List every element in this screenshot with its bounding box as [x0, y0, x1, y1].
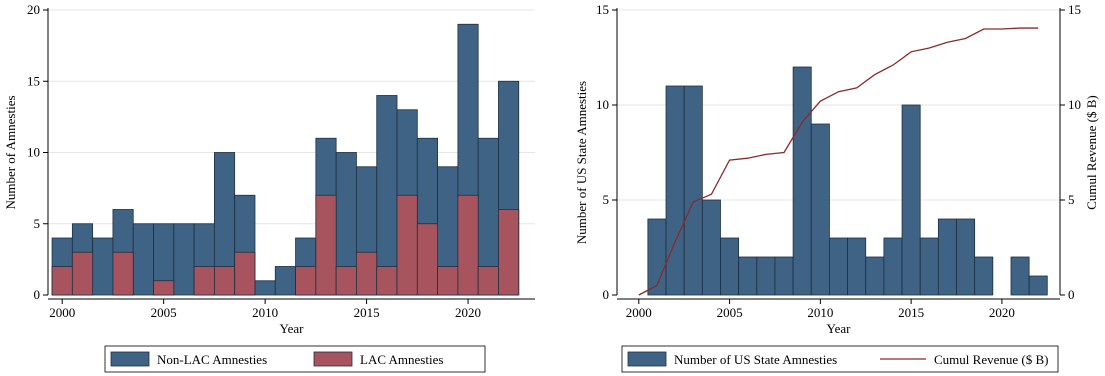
- legend-label-us-state: Number of US State Amnesties: [674, 352, 837, 367]
- y-tick-label-5: 5: [34, 216, 41, 231]
- bar-lac-2013: [315, 194, 337, 296]
- x-tick-label-right-chart-2000: 2000: [626, 305, 652, 320]
- x-tick-label-right-chart-2010: 2010: [807, 305, 833, 320]
- bar-us-state-2005: [720, 237, 740, 296]
- bar-lac-2012: [295, 266, 317, 296]
- legend-box: [104, 345, 486, 373]
- bar-non-lac-2006: [173, 223, 195, 296]
- bar-us-state-2016: [919, 237, 939, 296]
- bar-non-lac-2002: [92, 237, 114, 296]
- y-tick-label-10: 10: [27, 145, 40, 160]
- y2-tick-label-0: 0: [1068, 287, 1075, 302]
- bar-non-lac-2004: [132, 223, 154, 296]
- bar-lac-2020: [457, 194, 479, 296]
- bar-us-state-2011: [829, 237, 848, 296]
- legend-swatch-lac: [313, 351, 353, 367]
- legend-label-lac: LAC Amnesties: [360, 352, 443, 367]
- legend-box-right-chart: [621, 345, 1059, 373]
- bar-us-state-2019: [974, 256, 994, 296]
- line-cumul-revenue: [638, 27, 1039, 296]
- bar-lac-2021: [477, 266, 499, 296]
- y-tick-label-right-chart-15: 15: [596, 2, 609, 17]
- y-axis-label: Number of Amnesties: [3, 95, 18, 209]
- bar-lac-2017: [396, 194, 418, 296]
- y-tick-label-right-chart-10: 10: [596, 97, 609, 112]
- x-tick-label-2020: 2020: [455, 305, 481, 320]
- bar-lac-2014: [335, 266, 357, 296]
- x-tick-label-2000: 2000: [49, 305, 75, 320]
- y-tick-label-right-chart-0: 0: [603, 287, 610, 302]
- bar-us-state-2021: [1010, 256, 1030, 296]
- bar-lac-2019: [437, 266, 459, 296]
- bar-non-lac-2011: [274, 266, 296, 296]
- bar-us-state-2002: [665, 85, 685, 296]
- y-axis-label-right-chart: Number of US State Amnesties: [574, 81, 589, 244]
- x-tick-label-2005: 2005: [151, 305, 177, 320]
- bar-us-state-2006: [738, 256, 758, 296]
- bar-us-state-2017: [937, 218, 957, 296]
- y2-tick-label-15: 15: [1068, 2, 1081, 17]
- bar-lac-2008: [213, 266, 236, 296]
- y-tick-label-20: 20: [27, 2, 40, 17]
- chart-left: 0 5 10 15 20 2000 2005 2010 2015 2020 Year Number o…: [3, 2, 535, 373]
- x-tick-label-right-chart-2005: 2005: [717, 305, 743, 320]
- bar-non-lac-2016: [376, 95, 398, 296]
- x-axis-label-right-chart: Year: [827, 321, 852, 336]
- x-tick-label-2015: 2015: [354, 305, 380, 320]
- bar-us-state-2009: [792, 66, 812, 296]
- legend-label-cumul-revenue: Cumul Revenue ($ B): [934, 352, 1048, 367]
- legend-swatch-non-lac: [110, 351, 150, 367]
- y2-tick-label-5: 5: [1068, 192, 1075, 207]
- x-tick-label-right-chart-2015: 2015: [898, 305, 924, 320]
- bar-us-state-2003: [683, 85, 703, 296]
- bar-lac-2003: [112, 251, 134, 296]
- bar-lac-2016: [376, 266, 398, 296]
- x-tick-label-right-chart-2020: 2020: [989, 305, 1015, 320]
- bar-us-state-2018: [956, 218, 976, 296]
- bar-lac-2005: [153, 280, 175, 296]
- bar-lac-2009: [234, 251, 256, 296]
- bar-lac-2007: [193, 266, 215, 296]
- y-tick-label-0: 0: [34, 287, 41, 302]
- legend-label-non-lac: Non-LAC Amnesties: [157, 352, 267, 367]
- bar-us-state-2013: [865, 256, 885, 296]
- bar-us-state-2010: [810, 123, 830, 296]
- bar-lac-2000: [51, 266, 73, 296]
- y2-axis-label: Cumul Revenue ($ B): [1084, 95, 1099, 209]
- bar-lac-2015: [356, 251, 378, 296]
- x-axis-label: Year: [280, 321, 305, 336]
- bar-us-state-2014: [883, 237, 903, 296]
- bar-lac-2001: [71, 251, 94, 296]
- bar-us-state-2015: [901, 104, 921, 296]
- bar-non-lac-2010: [254, 280, 276, 296]
- bar-us-state-2004: [701, 199, 721, 296]
- y-tick-label-right-chart-5: 5: [603, 192, 610, 207]
- bar-us-state-2001: [647, 218, 667, 296]
- x-tick-label-2010: 2010: [252, 305, 278, 320]
- bar-us-state-2007: [756, 256, 776, 296]
- bar-us-state-2012: [847, 237, 867, 296]
- bar-lac-2022: [498, 209, 520, 296]
- bar-lac-2018: [416, 223, 438, 296]
- bar-us-state-2008: [774, 256, 794, 296]
- legend-swatch-us-state: [627, 351, 667, 367]
- chart-right: 0 5 10 15 0 5 10 15 2000 2005 2010 2015 2020 Year Numb…: [574, 2, 1099, 373]
- bar-us-state-2022: [1028, 275, 1048, 296]
- y2-tick-label-10: 10: [1068, 97, 1081, 112]
- y-tick-label-15: 15: [27, 73, 40, 88]
